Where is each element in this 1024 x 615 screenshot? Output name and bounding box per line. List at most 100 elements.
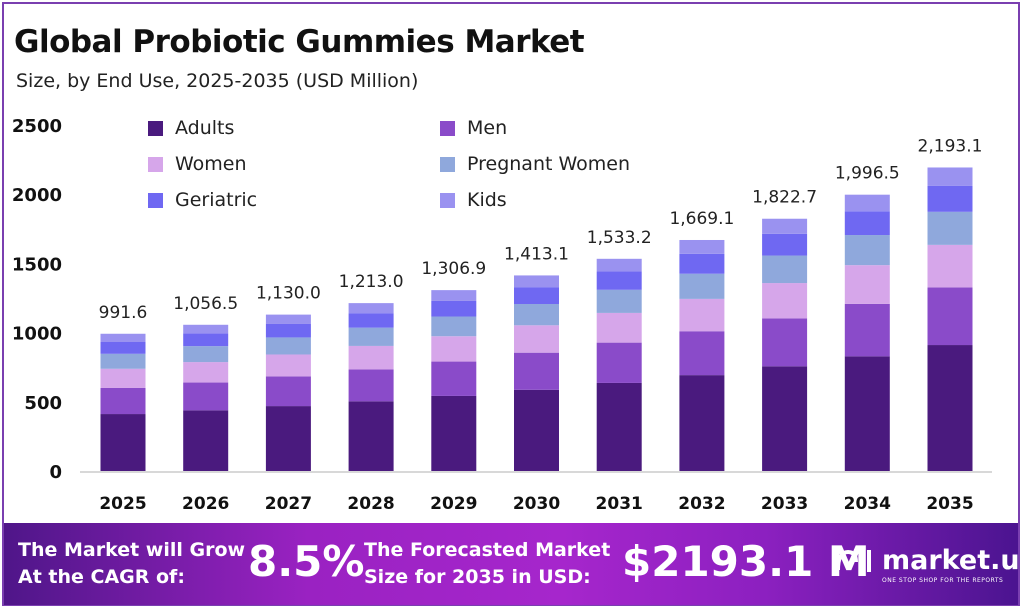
legend-item-geriatric: Geriatric [148,189,257,211]
bar-segment-adults-2030 [514,389,559,471]
legend-item-men: Men [440,117,507,139]
bar-segment-pregnant-women-2031 [596,289,642,313]
forecast-value: $2193.1 M [622,537,870,586]
bar-segment-women-2031 [596,312,642,343]
bar-segment-adults-2034 [844,356,890,471]
legend-swatch [148,192,163,208]
bar-segment-kids-2034 [844,194,890,212]
cagr-label-line1: The Market will Grow [18,539,246,561]
bar-segment-women-2025 [100,368,146,388]
bar-segment-geriatric-2026 [183,333,229,347]
legend-swatch [148,120,163,136]
bar-segment-pregnant-women-2026 [183,346,229,363]
bar-segment-pregnant-women-2032 [679,273,725,299]
bar-segment-men-2028 [348,369,394,402]
x-tick-label: 2025 [99,494,146,514]
bar-segment-adults-2035 [927,345,973,471]
bar-segment-adults-2025 [100,414,146,471]
logo-name: market.us [882,545,1024,576]
bar-segment-women-2034 [844,265,890,304]
bar-segment-women-2035 [927,244,973,288]
legend-label: Pregnant Women [467,153,631,175]
bar-segment-adults-2032 [679,375,725,471]
x-tick-label: 2031 [596,494,643,514]
bar-segment-men-2033 [762,318,808,367]
legend-swatch [440,156,455,172]
bar-segment-adults-2028 [348,401,394,471]
x-tick-label: 2027 [265,494,312,514]
bar-segment-kids-2028 [348,303,394,314]
legend-swatch [440,120,455,136]
x-tick-label: 2029 [430,494,477,514]
bar-segment-kids-2030 [514,275,559,288]
bar-segment-kids-2027 [265,314,311,324]
total-label: 1,822.7 [752,188,817,208]
legend-swatch [148,156,163,172]
bar-segment-pregnant-women-2035 [927,211,973,245]
bar-segment-pregnant-women-2027 [265,337,311,355]
bar-segment-men-2034 [844,303,890,357]
legend-label: Women [175,153,247,175]
bar-segment-geriatric-2025 [100,341,146,354]
cagr-label-line2: At the CAGR of: [18,566,185,588]
y-tick-label: 500 [24,393,62,414]
bar-segment-geriatric-2027 [265,323,311,338]
legend-label: Kids [467,189,507,211]
bar-segment-women-2028 [348,345,394,370]
chart-title: Global Probiotic Gummies Market [14,24,585,60]
bar-segment-geriatric-2032 [679,253,725,274]
bar-segment-kids-2035 [927,167,973,186]
x-tick-label: 2030 [513,494,560,514]
bar-segment-kids-2026 [183,324,229,334]
total-label: 1,533.2 [587,228,652,248]
stacked-bar-chart: 0 500 1000 1500 2000 2500 991.6 2025 1,056.5 2026… [12,116,992,514]
bar-segment-kids-2029 [431,290,477,301]
bar-segment-adults-2033 [762,366,808,471]
bar-segment-adults-2026 [183,410,229,471]
forecast-label-line1: The Forecasted Market [364,539,611,561]
forecast-label-line2: Size for 2035 in USD: [364,566,591,588]
x-tick-label: 2033 [761,494,808,514]
x-tick-label: 2032 [678,494,725,514]
y-tick-label: 1000 [12,324,62,345]
bar-segment-geriatric-2034 [844,211,890,236]
bar-segment-pregnant-women-2030 [514,303,559,326]
bar-segment-geriatric-2035 [927,185,973,212]
bar-segment-pregnant-women-2025 [100,353,146,369]
x-tick-label: 2026 [182,494,229,514]
y-tick-label: 2000 [12,185,62,206]
logo-mark-icon [836,549,871,572]
total-label: 1,413.1 [504,244,569,264]
legend-swatch [440,192,455,208]
chart-subtitle: Size, by End Use, 2025-2035 (USD Million… [16,70,419,92]
total-label: 991.6 [99,303,148,323]
bar-segment-women-2027 [265,354,311,377]
total-label: 1,306.9 [421,259,486,279]
x-tick-label: 2028 [347,494,394,514]
cagr-value: 8.5% [248,537,365,586]
legend-item-adults: Adults [148,117,234,139]
bar-segment-men-2026 [183,382,229,411]
bar-segment-geriatric-2033 [762,233,808,256]
y-tick-label: 1500 [12,254,62,275]
footer-banner: The Market will Grow At the CAGR of: 8.5… [4,523,1024,605]
bar-segment-men-2030 [514,352,559,390]
legend-item-kids: Kids [440,189,507,211]
legend-item-women: Women [148,153,247,175]
bar-segment-men-2035 [927,287,973,346]
bar-segment-pregnant-women-2034 [844,235,890,266]
bar-segment-geriatric-2028 [348,313,394,328]
bar-segment-adults-2031 [596,382,642,471]
bar-segment-kids-2031 [596,258,642,272]
bar-segment-women-2032 [679,298,725,332]
y-tick-label: 2500 [12,116,62,137]
bar-segment-kids-2033 [762,218,808,234]
bar-segment-men-2032 [679,331,725,376]
bar-segment-men-2025 [100,387,146,415]
market-us-logo: market.us ONE STOP SHOP FOR THE REPORTS [834,545,1024,584]
chart-frame [2,2,1020,606]
cagr-label: The Market will Grow At the CAGR of: [18,537,245,591]
total-label: 1,213.0 [339,272,404,292]
bar-segment-adults-2029 [431,395,477,471]
bar-segment-men-2029 [431,361,477,396]
